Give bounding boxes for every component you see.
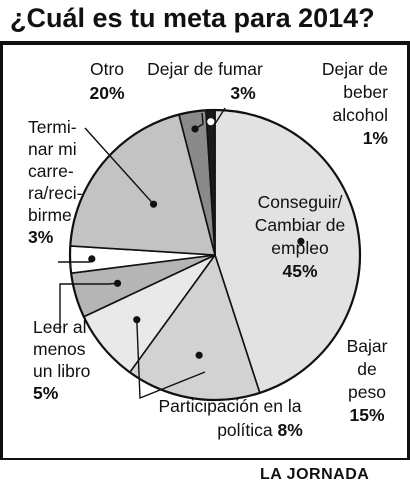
slice-label-text: empleo xyxy=(271,238,328,258)
slice-marker-carrera xyxy=(88,255,96,263)
chart-frame xyxy=(0,45,410,460)
slice-label-peso: Bajar de peso 15% xyxy=(347,336,388,425)
slice-label-text: carre- xyxy=(28,161,74,181)
slice-percent: 5% xyxy=(33,383,59,403)
slice-label-text: birme xyxy=(28,205,72,225)
slice-label-text: Cambiar de xyxy=(255,215,345,235)
slice-label-text: Conseguir/ xyxy=(258,192,343,212)
slice-label-text: Participación en la xyxy=(159,396,302,416)
slice-marker-empleo xyxy=(297,237,305,245)
slice-percent: 45% xyxy=(282,261,317,281)
slice-percent: 15% xyxy=(349,405,384,425)
slice-label-text: Dejar de fumar xyxy=(147,59,263,79)
slice-marker-otro xyxy=(149,200,158,208)
slice-label-text: de xyxy=(357,359,376,379)
leader-line-otro xyxy=(84,127,155,205)
slice-marker-fumar xyxy=(191,125,199,133)
slice-label-fumar: Dejar de fumar 3% xyxy=(147,59,263,103)
slice-label-text: ra/reci- xyxy=(28,183,83,203)
slice-percent: 8% xyxy=(278,420,304,440)
slice-marker-alcohol xyxy=(207,118,215,126)
slice-marker-politica xyxy=(133,316,141,324)
slice-label-otro: Otro 20% xyxy=(89,59,124,103)
top-rule xyxy=(0,41,410,45)
source-credit: LA JORNADA xyxy=(260,466,370,483)
leader-line-libro xyxy=(59,282,118,333)
pie-outline xyxy=(68,108,362,402)
slice-label-text: un libro xyxy=(33,361,90,381)
bottom-rule xyxy=(0,458,410,460)
slice-label-text: nar mi xyxy=(28,139,77,159)
slice-label-text: beber xyxy=(343,82,388,102)
slice-label-text: Dejar de xyxy=(322,59,388,79)
slice-label-text: Termi- xyxy=(28,117,77,137)
slice-label-text: Bajar xyxy=(347,336,388,356)
slice-marker-libro xyxy=(113,279,122,287)
header: ¿Cuál es tu meta para 2014? xyxy=(0,0,410,40)
leader-line-politica xyxy=(136,319,206,400)
slice-label-text: alcohol xyxy=(333,105,388,125)
slice-percent: 3% xyxy=(230,83,256,103)
slice-label-text: menos xyxy=(33,339,86,359)
slice-label-text: Otro xyxy=(90,59,124,79)
slice-percent: 3% xyxy=(28,227,54,247)
slice-percent: 20% xyxy=(89,83,124,103)
slice-label-alcohol: Dejar de beber alcohol 1% xyxy=(322,59,389,148)
chart-title: ¿Cuál es tu meta para 2014? xyxy=(10,3,375,33)
slice-label-text: Leer al xyxy=(33,317,87,337)
slice-label-empleo: Conseguir/Cambiar de empleo 45% xyxy=(255,192,345,281)
slice-label-politica: Participación en la política 8% xyxy=(159,396,304,440)
slice-label-text: política 8% xyxy=(217,420,303,440)
slice-marker-peso xyxy=(195,351,203,359)
slice-label-text: peso xyxy=(348,382,386,402)
slice-percent: 1% xyxy=(363,128,389,148)
